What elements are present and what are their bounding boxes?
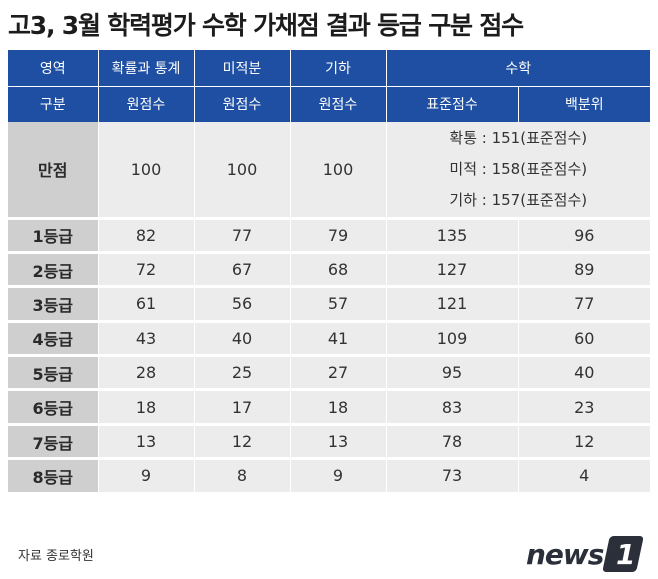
- header-raw-score-prob: 원점수: [98, 86, 195, 122]
- table-row: 5등급 28 25 27 95 40: [8, 355, 651, 390]
- grade-cell-pct: 4: [518, 458, 651, 494]
- grade-cell-geo: 18: [290, 389, 387, 425]
- header-geometry: 기하: [290, 50, 387, 87]
- header-row-area: 영역 확률과 통계 미적분 기하 수학: [8, 50, 651, 87]
- grade-cell-calc: 77: [194, 218, 291, 253]
- row-label: 5등급: [8, 355, 99, 390]
- grade-cell-geo: 41: [290, 321, 387, 356]
- source-note: 자료 종로학원: [18, 549, 94, 564]
- grade-cell-calc: 25: [194, 355, 291, 390]
- grade-cell-std: 121: [386, 286, 519, 322]
- grade-cell-pct: 96: [518, 218, 651, 253]
- grade-cell-geo: 79: [290, 218, 387, 253]
- table-row: 8등급 9 8 9 73 4: [8, 458, 651, 494]
- row-label: 3등급: [8, 286, 99, 322]
- row-label: 4등급: [8, 321, 99, 356]
- page-title: 고3, 3월 학력평가 수학 가채점 결과 등급 구분 점수: [8, 11, 524, 40]
- grade-cell-std: 135: [386, 218, 519, 253]
- row-label: 6등급: [8, 389, 99, 425]
- grade-cell-calc: 8: [194, 458, 291, 494]
- header-math: 수학: [386, 50, 651, 87]
- grade-cell-calc: 67: [194, 252, 291, 287]
- score-table: 영역 확률과 통계 미적분 기하 수학 구분 원점수 원점수 원점수 표준점수 …: [8, 50, 651, 495]
- grade-cell-calc: 12: [194, 424, 291, 459]
- full-score-prob: 100: [98, 122, 195, 218]
- grade-cell-pct: 77: [518, 286, 651, 322]
- grade-cell-std: 95: [386, 355, 519, 390]
- grade-cell-pct: 40: [518, 355, 651, 390]
- table-row: 4등급 43 40 41 109 60: [8, 321, 651, 356]
- grade-cell-prob: 72: [98, 252, 195, 287]
- full-score-row: 만점 100 100 100 확통 : 151(표준점수) 미적 : 158(표…: [8, 122, 651, 218]
- table-row: 1등급 82 77 79 135 96: [8, 218, 651, 253]
- grade-cell-prob: 18: [98, 389, 195, 425]
- header-standard-score: 표준점수: [386, 86, 519, 122]
- grade-cell-geo: 68: [290, 252, 387, 287]
- logo-badge-number: 1: [616, 538, 636, 571]
- header-raw-score-geo: 원점수: [290, 86, 387, 122]
- row-label: 만점: [8, 122, 99, 218]
- grade-cell-geo: 27: [290, 355, 387, 390]
- standard-score-calc: 미적 : 158(표준점수): [449, 159, 588, 178]
- grade-cell-pct: 60: [518, 321, 651, 356]
- grade-cell-calc: 56: [194, 286, 291, 322]
- table-row: 3등급 61 56 57 121 77: [8, 286, 651, 322]
- grade-cell-geo: 13: [290, 424, 387, 459]
- row-label: 8등급: [8, 458, 99, 494]
- header-area: 영역: [8, 50, 99, 87]
- grade-cell-prob: 43: [98, 321, 195, 356]
- grade-cell-std: 73: [386, 458, 519, 494]
- grade-cell-pct: 23: [518, 389, 651, 425]
- header-calculus: 미적분: [194, 50, 291, 87]
- header-prob-stat: 확률과 통계: [98, 50, 195, 87]
- row-label: 2등급: [8, 252, 99, 287]
- table-row: 2등급 72 67 68 127 89: [8, 252, 651, 287]
- header-type: 구분: [8, 86, 99, 122]
- full-score-geo: 100: [290, 122, 387, 218]
- grade-cell-std: 109: [386, 321, 519, 356]
- grade-cell-prob: 28: [98, 355, 195, 390]
- grade-cell-pct: 89: [518, 252, 651, 287]
- grade-cell-prob: 13: [98, 424, 195, 459]
- table-row: 6등급 18 17 18 83 23: [8, 389, 651, 425]
- grade-cell-pct: 12: [518, 424, 651, 459]
- grade-cell-calc: 40: [194, 321, 291, 356]
- header-percentile: 백분위: [518, 86, 651, 122]
- grade-cell-std: 83: [386, 389, 519, 425]
- grade-cell-std: 127: [386, 252, 519, 287]
- standard-score-prob: 확통 : 151(표준점수): [449, 128, 588, 147]
- logo-wordmark: news: [526, 538, 604, 571]
- grade-cell-prob: 9: [98, 458, 195, 494]
- grade-cell-std: 78: [386, 424, 519, 459]
- news1-logo: news 1: [526, 536, 644, 574]
- table-row: 7등급 13 12 13 78 12: [8, 424, 651, 459]
- row-label: 7등급: [8, 424, 99, 459]
- grade-cell-calc: 17: [194, 389, 291, 425]
- full-score-calc: 100: [194, 122, 291, 218]
- grade-cell-geo: 9: [290, 458, 387, 494]
- full-standard-scores: 확통 : 151(표준점수) 미적 : 158(표준점수) 기하 : 157(표…: [386, 122, 651, 218]
- grade-cell-geo: 57: [290, 286, 387, 322]
- header-row-type: 구분 원점수 원점수 원점수 표준점수 백분위: [8, 86, 651, 122]
- row-label: 1등급: [8, 218, 99, 253]
- standard-score-geo: 기하 : 157(표준점수): [449, 190, 588, 209]
- grade-cell-prob: 82: [98, 218, 195, 253]
- header-raw-score-calc: 원점수: [194, 86, 291, 122]
- grade-cell-prob: 61: [98, 286, 195, 322]
